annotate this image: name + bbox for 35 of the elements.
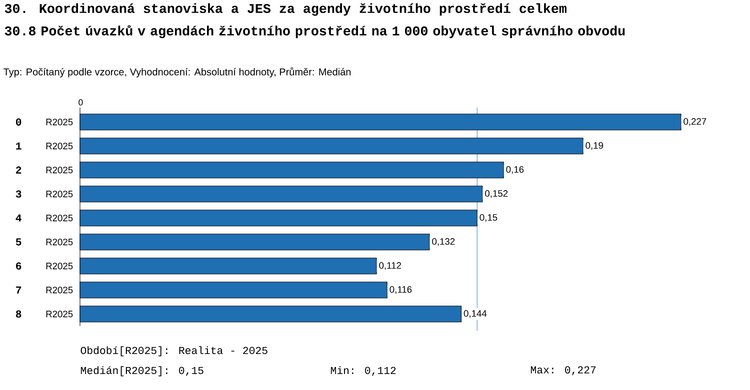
text: R2025 [46,286,73,294]
series-label: R2025 [46,118,73,126]
text: R2025 [46,310,73,318]
text: R2025 [46,238,73,246]
text: R2025 [46,190,73,198]
text: Medián[R2025]: 0,15 [80,366,204,376]
data-label: 0,116 [390,286,412,294]
data-label: 0,15 [480,214,498,222]
data-label: 0,16 [506,166,524,174]
y-tick-label: 8 [16,310,22,318]
text: Max: 0,227 [530,366,596,376]
y-tick-label: 1 [16,142,22,150]
y-tick-label: 2 [16,166,22,174]
y-tick-label: 7 [16,286,22,294]
data-label: 0,112 [379,262,401,270]
text: R2025 [46,262,73,270]
text: Typ: Počítaný podle vzorce, Vyhodnocení: Absolutní hodnoty, Průměr: Medián [4,67,351,78]
text: 0 [78,99,83,106]
data-label: 0,227 [684,118,706,126]
y-tick-label: 4 [16,214,22,222]
text: R2025 [46,166,73,174]
text: R2025 [46,214,73,222]
data-label: 0,19 [586,142,604,150]
data-label: 0,132 [432,238,455,246]
y-tick-label: 5 [16,238,22,246]
data-label: 0,152 [485,190,508,198]
y-tick-label: 6 [16,262,22,270]
chart-title: 30. Koordinovaná stanoviska a JES za agendy životního prostředí celkem [4,3,566,16]
y-tick-label: 0 [16,118,22,126]
chart-subtitle: 30.8 Počet úvazků v agendách životního prostředí na 1 000 obyvatel správního obvodu [4,25,625,38]
text: Min: 0,112 [330,366,396,376]
text: R2025 [46,142,73,150]
y-tick-label: 3 [16,190,22,198]
data-label: 0,144 [464,310,487,318]
text: Období[R2025]: Realita - 2025 [80,346,268,356]
